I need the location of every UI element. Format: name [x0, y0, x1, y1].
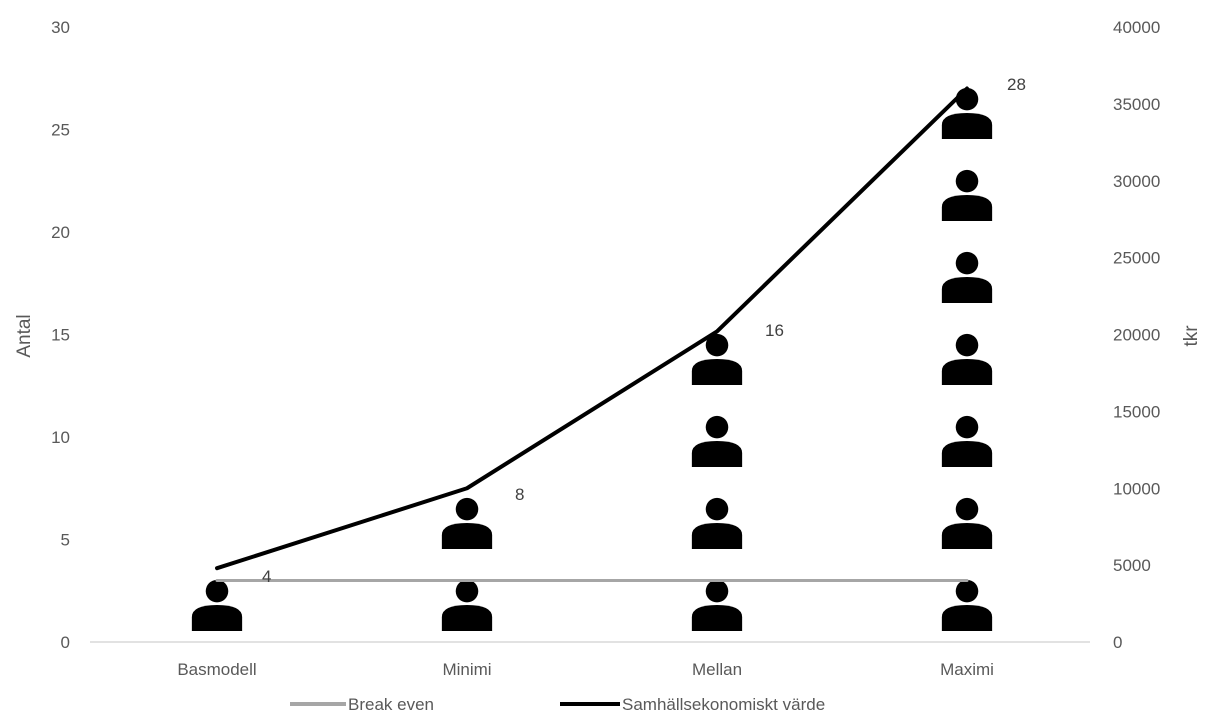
pictograph-icons: [191, 87, 993, 631]
left-tick-label: 15: [51, 326, 70, 345]
person-icon: [691, 415, 743, 467]
person-icon: [441, 579, 493, 631]
right-axis-title: tkr: [1181, 325, 1202, 347]
category-label: Basmodell: [177, 660, 256, 679]
left-tick-label: 5: [61, 531, 70, 550]
right-axis-ticks: 0 5000 10000 15000 20000 25000 30000 35000 40000: [1113, 18, 1160, 652]
right-tick-label: 25000: [1113, 249, 1160, 268]
right-tick-label: 0: [1113, 633, 1122, 652]
right-tick-label: 40000: [1113, 18, 1160, 37]
right-tick-label: 30000: [1113, 172, 1160, 191]
data-label-antal: 28: [1007, 75, 1026, 94]
data-labels: 4 8 16 28: [262, 75, 1026, 586]
person-icon: [941, 415, 993, 467]
left-tick-label: 25: [51, 121, 70, 140]
right-tick-label: 20000: [1113, 326, 1160, 345]
person-icon: [941, 251, 993, 303]
left-tick-label: 30: [51, 18, 70, 37]
right-tick-label: 15000: [1113, 402, 1160, 421]
person-icon: [941, 87, 993, 139]
person-icon: [691, 497, 743, 549]
person-icon: [191, 579, 243, 631]
series-line-samhallsekonomiskt-varde: [215, 86, 969, 571]
category-label: Mellan: [692, 660, 742, 679]
data-label-antal: 8: [515, 485, 524, 504]
person-icon: [941, 579, 993, 631]
right-tick-label: 35000: [1113, 95, 1160, 114]
left-tick-label: 0: [61, 633, 70, 652]
category-label: Maximi: [940, 660, 994, 679]
right-tick-label: 10000: [1113, 479, 1160, 498]
left-tick-label: 20: [51, 223, 70, 242]
legend-label-break-even: Break even: [348, 695, 434, 713]
left-tick-label: 10: [51, 428, 70, 447]
category-label: Minimi: [442, 660, 491, 679]
data-label-antal: 4: [262, 567, 271, 586]
person-icon: [941, 497, 993, 549]
data-label-antal: 16: [765, 321, 784, 340]
legend-label-samhallsekonomiskt-varde: Samhällsekonomiskt värde: [622, 695, 825, 713]
person-icon: [941, 333, 993, 385]
legend: Break even Samhällsekonomiskt värde: [290, 695, 825, 713]
person-icon: [441, 497, 493, 549]
left-axis-title: Antal: [14, 314, 35, 357]
series-lines: [215, 86, 969, 582]
person-icon: [941, 169, 993, 221]
left-axis-ticks: 0 5 10 15 20 25 30: [51, 18, 70, 652]
category-labels: Basmodell Minimi Mellan Maximi: [177, 660, 994, 679]
person-icon: [691, 579, 743, 631]
right-tick-label: 5000: [1113, 556, 1151, 575]
